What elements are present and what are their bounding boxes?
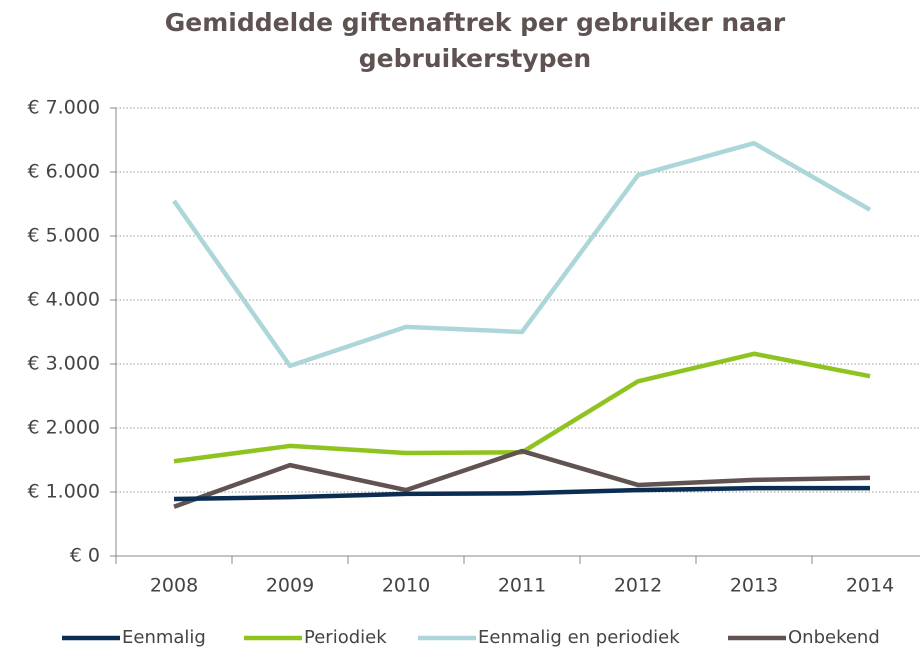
y-tick-label: € 2.000 (27, 417, 100, 439)
y-tick-label: € 7.000 (27, 97, 100, 119)
series-line (173, 448, 871, 509)
y-tick-label: € 3.000 (27, 353, 100, 375)
legend-label: Eenmalig (122, 627, 206, 648)
series-line (173, 485, 870, 502)
chart-title: gebruikerstypen (359, 44, 591, 73)
y-tick-label: € 6.000 (27, 161, 100, 183)
y-tick-label: € 5.000 (27, 225, 100, 247)
legend-label: Eenmalig en periodiek (478, 627, 680, 648)
x-tick-label: 2013 (730, 575, 778, 597)
legend-label: Periodiek (304, 627, 387, 648)
x-tick-label: 2009 (266, 575, 314, 597)
y-tick-label: € 0 (70, 545, 100, 567)
x-tick-label: 2010 (382, 575, 430, 597)
chart-title: Gemiddelde giftenaftrek per gebruiker na… (165, 8, 786, 37)
legend-label: Onbekend (788, 627, 880, 648)
x-tick-label: 2014 (846, 575, 894, 597)
x-tick-label: 2011 (498, 575, 546, 597)
x-tick-label: 2008 (150, 575, 198, 597)
y-tick-label: € 4.000 (27, 289, 100, 311)
series-line (173, 351, 871, 464)
series-line (172, 140, 872, 369)
y-tick-label: € 1.000 (27, 481, 100, 503)
x-tick-label: 2012 (614, 575, 662, 597)
